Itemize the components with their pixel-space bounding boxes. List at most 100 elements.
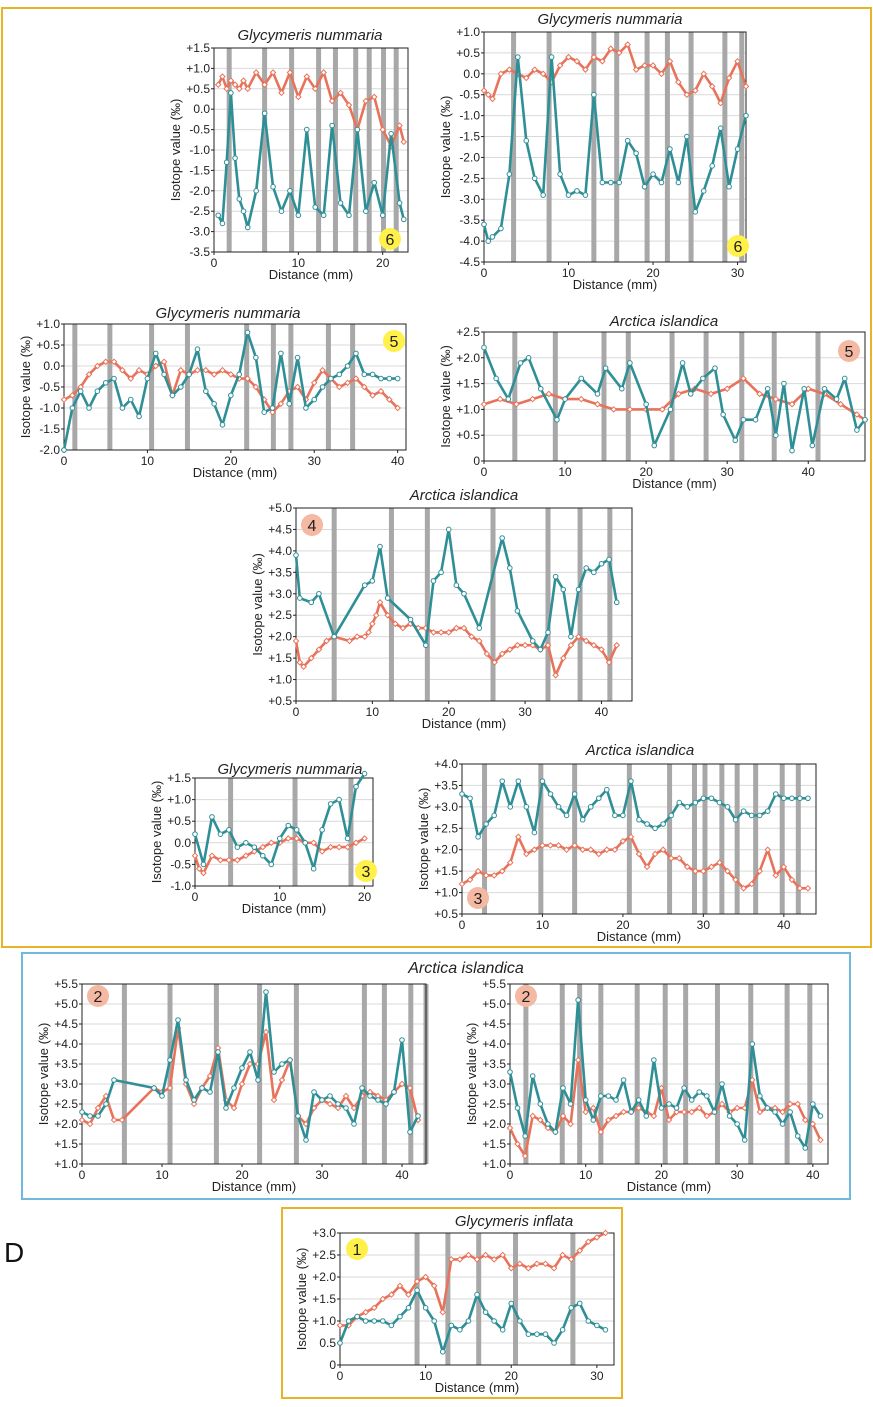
badge-number: 3	[362, 864, 371, 881]
carbon-point	[724, 804, 731, 810]
carbon-point	[483, 821, 489, 827]
x-tick-label: 30	[590, 1369, 604, 1383]
oxygen-point	[475, 637, 483, 645]
carbon-point	[211, 401, 217, 407]
carbon-point	[732, 816, 739, 823]
y-tick-label: +1.0	[312, 1314, 336, 1328]
badge-number: 2	[94, 989, 103, 1006]
oxygen-point	[110, 358, 118, 366]
oxygen-point	[448, 1256, 455, 1263]
badge-number: 4	[308, 518, 317, 535]
y-tick-label: +1.0	[186, 61, 210, 75]
carbon-point	[422, 1305, 429, 1311]
x-axis-label: Distance (mm)	[193, 465, 278, 480]
annual-band	[244, 324, 250, 450]
carbon-point	[223, 159, 230, 166]
carbon-point	[613, 1097, 619, 1103]
oxygen-point	[610, 406, 618, 413]
carbon-point	[602, 365, 609, 371]
carbon-point	[575, 586, 582, 593]
carbon-point	[343, 1105, 349, 1111]
annual-band	[350, 324, 356, 450]
carbon-point	[337, 200, 344, 206]
carbon-point	[563, 812, 570, 819]
carbon-point	[595, 795, 602, 802]
carbon-point	[499, 535, 505, 541]
carbon-point	[234, 844, 241, 850]
annual-band	[546, 32, 552, 262]
oxygen-point	[480, 87, 488, 94]
carbon-point	[537, 1101, 544, 1107]
carbon-point	[591, 569, 597, 576]
oxygen-point	[286, 69, 294, 76]
carbon-point	[79, 1109, 85, 1115]
y-tick-label: +1.0	[456, 402, 480, 416]
carbon-point	[253, 188, 259, 194]
x-tick-label: 20	[639, 465, 653, 479]
carbon-point	[585, 1318, 592, 1324]
chart-2: -4.5 -4.0 -3.5 -3.0 -2.5 -2.0 -1.5 -1.0 -0.5 0.0 +…	[438, 11, 750, 292]
oxygen-point	[439, 1308, 447, 1316]
oxygen-point	[496, 395, 504, 403]
x-tick-label: 20	[505, 1369, 519, 1383]
oxygen-point	[544, 641, 552, 649]
x-tick-label: 10	[558, 465, 572, 479]
x-tick-label: 20	[376, 256, 390, 270]
carbon-point	[794, 1133, 801, 1139]
oxygen-point	[602, 1229, 609, 1237]
y-tick-label: +0.5	[268, 694, 292, 708]
oxygen-point	[514, 641, 521, 649]
y-tick-label: +1.5	[482, 1137, 506, 1151]
oxygen-point	[716, 859, 723, 866]
carbon-point	[303, 405, 309, 411]
x-tick-label: 0	[481, 266, 488, 280]
carbon-point	[545, 629, 551, 636]
oxygen-point	[310, 839, 317, 847]
oxygen-point	[627, 833, 635, 841]
carbon-point	[371, 179, 378, 186]
x-tick-label: 30	[697, 918, 711, 932]
badge-circle	[727, 235, 749, 257]
carbon-point	[687, 391, 694, 397]
carbon-point	[244, 329, 251, 336]
carbon-point	[700, 375, 706, 382]
oxygen-point	[422, 1273, 429, 1281]
carbon-point	[459, 791, 465, 797]
oxygen-point	[507, 1264, 515, 1272]
carbon-point	[781, 380, 787, 387]
carbon-point	[286, 401, 293, 407]
oxygen-point	[734, 57, 741, 65]
carbon-point	[764, 808, 771, 814]
carbon-point	[379, 212, 386, 219]
oxygen-point	[278, 1076, 286, 1084]
oxygen-point	[529, 395, 536, 403]
x-tick-label: 20	[616, 918, 630, 932]
annual-band	[424, 508, 430, 701]
carbon-point	[203, 388, 209, 395]
carbon-point	[255, 1077, 261, 1083]
oxygen-point	[261, 81, 268, 89]
oxygen-point	[362, 97, 370, 105]
carbon-point	[578, 375, 585, 382]
y-tick-label: 0.5	[319, 1336, 336, 1350]
carbon-point	[351, 1121, 357, 1127]
carbon-point	[613, 599, 620, 606]
oxygen-point	[590, 53, 598, 61]
annual-band	[739, 32, 745, 262]
annual-band	[445, 1233, 451, 1365]
annual-band	[121, 984, 127, 1164]
oxygen-point	[292, 637, 300, 645]
carbon-point	[802, 1145, 809, 1151]
carbon-point	[61, 447, 67, 453]
carbon-point	[302, 840, 308, 846]
badge-number: 3	[474, 891, 483, 908]
carbon-point	[183, 1077, 189, 1083]
carbon-point	[391, 1089, 397, 1095]
carbon-point	[215, 1049, 221, 1055]
oxygen-point	[595, 850, 603, 858]
carbon-point	[240, 208, 247, 214]
oxygen-point	[398, 1080, 406, 1088]
carbon-point	[319, 827, 325, 833]
carbon-point	[606, 556, 612, 563]
carbon-point	[643, 401, 649, 408]
